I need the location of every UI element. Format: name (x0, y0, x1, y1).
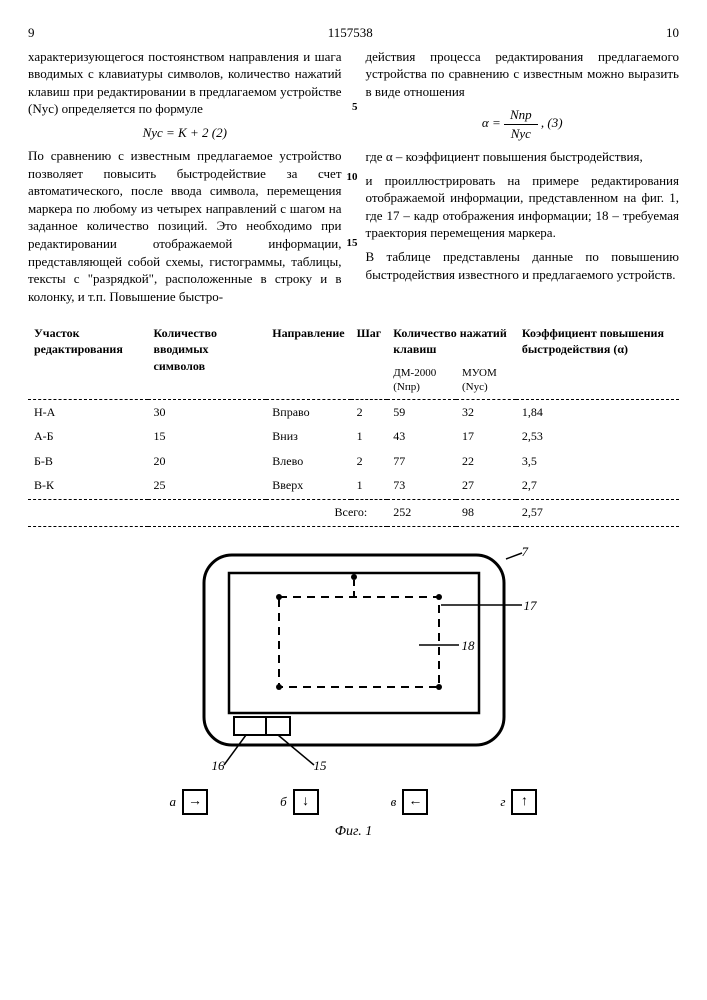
cell-c2: 20 (148, 449, 267, 473)
total-alpha: 2,57 (516, 500, 679, 525)
cell-c6: 3,5 (516, 449, 679, 473)
cell-c5b: 32 (456, 400, 516, 425)
table-row: В-К25Вверх173272,7 (28, 473, 679, 497)
total-npr: 252 (387, 500, 456, 525)
right-column-number: 10 (666, 24, 679, 42)
left-column: характеризующегося постоянством направле… (28, 48, 342, 312)
cell-c2: 30 (148, 400, 267, 425)
arrow-keys-row: а → б ↓ в ← г ↑ (134, 789, 574, 815)
cell-c5a: 43 (387, 424, 456, 448)
right-para-1: действия процесса редактирования предлаг… (366, 48, 680, 101)
arrow-right-box: а → (170, 789, 209, 815)
arrow-down-box: б ↓ (280, 789, 319, 815)
cell-c3: Вниз (266, 424, 350, 448)
arrow-label-a: а (170, 793, 177, 811)
cell-c6: 2,53 (516, 424, 679, 448)
cell-c6: 2,7 (516, 473, 679, 497)
body-columns: характеризующегося постоянством направле… (28, 48, 679, 312)
th-dm2000: ДМ-2000 (Nпр) (387, 362, 456, 400)
th-keypresses: Количество нажатий клавиш (387, 321, 516, 361)
cell-c1: Н-А (28, 400, 148, 425)
cell-c2: 25 (148, 473, 267, 497)
arrow-label-b: б (280, 793, 287, 811)
arrow-label-g: г (500, 793, 505, 811)
cell-c4: 1 (351, 424, 388, 448)
th-direction: Направление (266, 321, 350, 400)
figure-label: Фиг. 1 (28, 823, 679, 842)
line-number-15: 15 (347, 236, 358, 251)
right-para-2: где α – коэффициент повышения быстродейс… (366, 148, 680, 166)
table-row: Н-А30Вправо259321,84 (28, 400, 679, 425)
table-row: А-Б15Вниз143172,53 (28, 424, 679, 448)
table-body: Н-А30Вправо259321,84А-Б15Вниз143172,53Б-… (28, 400, 679, 497)
cell-c1: А-Б (28, 424, 148, 448)
th-symbols: Количество вводимых символов (148, 321, 267, 400)
line-number-10: 10 (347, 170, 358, 185)
total-nus: 98 (456, 500, 516, 525)
cell-c1: В-К (28, 473, 148, 497)
data-table: Участок редактирования Количество вводим… (28, 321, 679, 527)
cell-c5b: 22 (456, 449, 516, 473)
th-muom: МУОМ (Nус) (456, 362, 516, 400)
total-row: Всего: 252 98 2,57 (28, 500, 679, 525)
table-row: Б-В20Влево277223,5 (28, 449, 679, 473)
total-label: Всего: (266, 500, 387, 525)
th-step: Шаг (351, 321, 388, 400)
cell-c3: Влево (266, 449, 350, 473)
crt-diagram (174, 545, 534, 775)
right-column: действия процесса редактирования предлаг… (366, 48, 680, 312)
arrow-up-icon: ↑ (511, 789, 537, 815)
left-column-number: 9 (28, 24, 35, 42)
cell-c4: 2 (351, 400, 388, 425)
th-section: Участок редактирования (28, 321, 148, 400)
arrow-left-box: в ← (391, 789, 429, 815)
cell-c4: 1 (351, 473, 388, 497)
right-para-4: В таблице представлены данные по повышен… (366, 248, 680, 283)
cell-c5b: 27 (456, 473, 516, 497)
arrow-left-icon: ← (402, 789, 428, 815)
formula-3: α = Nпр Nус , (3) (366, 106, 680, 142)
th-coeff: Коэффициент повышения быстродействия (α) (516, 321, 679, 400)
formula-2: Nус = K + 2 (2) (28, 124, 342, 142)
cell-c5b: 17 (456, 424, 516, 448)
arrow-up-box: г ↑ (500, 789, 537, 815)
left-para-1: характеризующегося постоянством направле… (28, 48, 342, 118)
arrow-right-icon: → (182, 789, 208, 815)
patent-number: 1157538 (28, 24, 679, 42)
cell-c5a: 73 (387, 473, 456, 497)
cell-c5a: 77 (387, 449, 456, 473)
cell-c6: 1,84 (516, 400, 679, 425)
cell-c1: Б-В (28, 449, 148, 473)
arrow-down-icon: ↓ (293, 789, 319, 815)
page-header: 9 10 1157538 (28, 24, 679, 42)
cell-c2: 15 (148, 424, 267, 448)
cell-c3: Вверх (266, 473, 350, 497)
arrow-label-v: в (391, 793, 397, 811)
line-number-5: 5 (352, 100, 358, 115)
cell-c4: 2 (351, 449, 388, 473)
right-para-3: и проиллюстрировать на примере редактиро… (366, 172, 680, 242)
left-para-2: По сравнению с известным предлагаемое ус… (28, 147, 342, 305)
cell-c3: Вправо (266, 400, 350, 425)
cell-c5a: 59 (387, 400, 456, 425)
figure-1: 7 17 18 15 16 (28, 545, 679, 775)
